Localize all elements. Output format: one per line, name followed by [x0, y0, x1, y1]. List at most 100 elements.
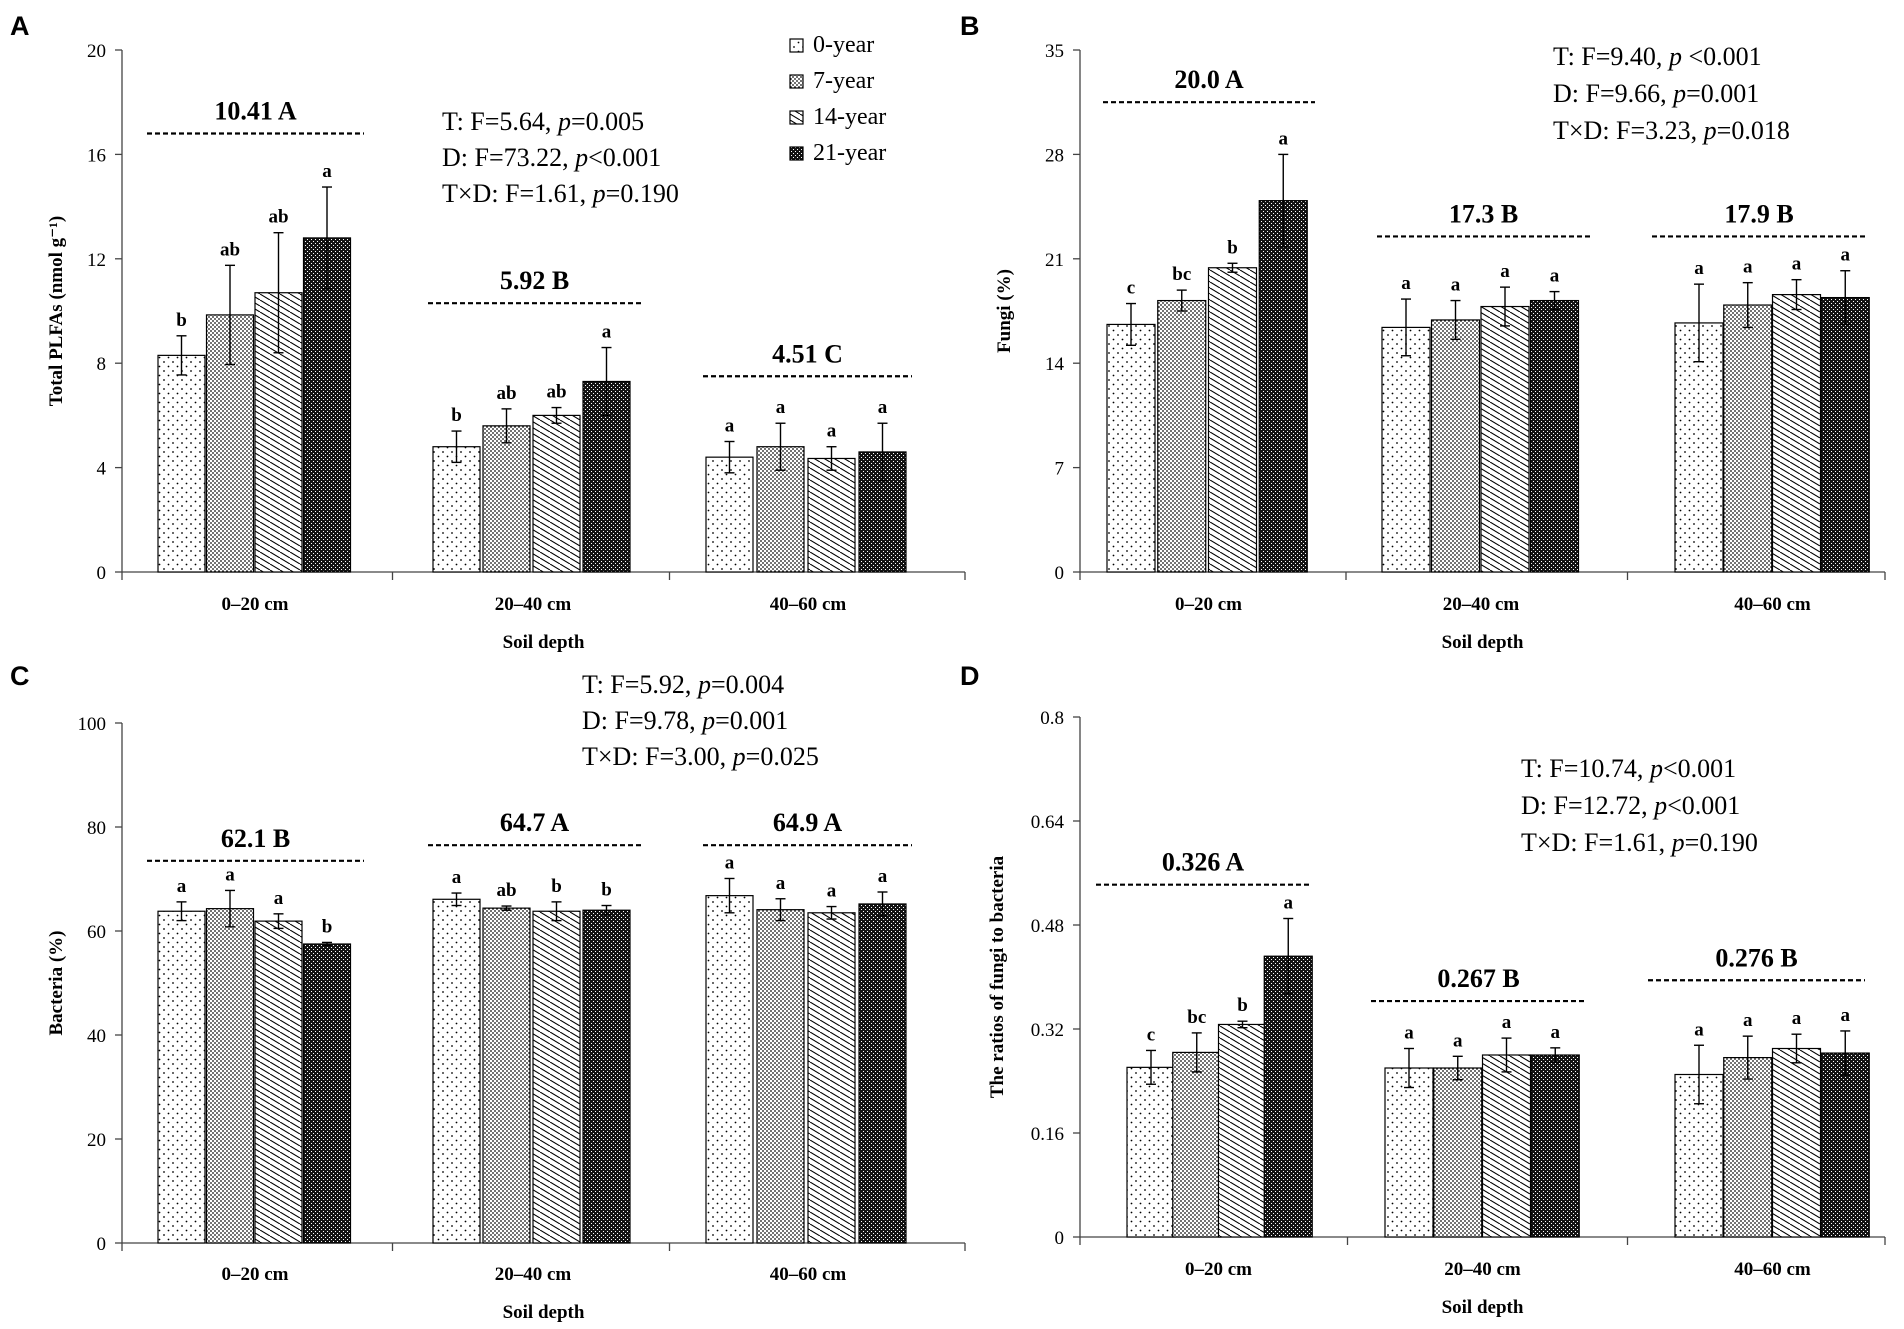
significance-letter: b: [322, 916, 333, 937]
panel-label-c: C: [10, 661, 30, 691]
anova-stat-line: D: F=73.22, p<0.001: [442, 143, 661, 172]
bar-14-year: [1217, 1023, 1268, 1238]
bar-14-year: [532, 414, 581, 573]
significance-letter: a: [1841, 1005, 1851, 1026]
bar-0-year: [1381, 326, 1431, 573]
significance-letter: a: [177, 876, 187, 897]
bar-0-year: [157, 354, 206, 573]
group-mean-label: 5.92 B: [500, 266, 569, 295]
y-tick-label: 7: [1055, 459, 1065, 480]
y-tick-label: 0: [1055, 1228, 1065, 1249]
group-mean-label: 62.1 B: [221, 824, 290, 853]
bar-14-year: [1771, 293, 1822, 573]
significance-letter: a: [322, 161, 332, 182]
x-tick-label: 0–20 cm: [1185, 1259, 1252, 1280]
significance-letter: a: [1502, 1012, 1512, 1033]
bar-21-year: [582, 909, 631, 1244]
panel-d-fungi-bacteria-ratio: 0 0.16 0.32 0.48 0.64 0.8 The ratios of fungi …: [987, 708, 1886, 1318]
bar-21-year: [1820, 1052, 1870, 1238]
y-tick-label: 0: [1055, 563, 1065, 584]
bar-7-year: [1433, 1067, 1483, 1238]
bar-21-year: [302, 943, 352, 1244]
x-tick-label: 0–20 cm: [221, 594, 288, 615]
x-tick-label: 40–60 cm: [770, 594, 847, 615]
y-tick-label: 0.32: [1031, 1020, 1064, 1041]
anova-stat-line: T×D: F=3.00, p=0.025: [582, 742, 819, 771]
y-tick-label: 0.16: [1031, 1124, 1064, 1145]
y-tick-label: 12: [87, 250, 106, 271]
legend-label-14-year: 14-year: [813, 104, 886, 130]
bar-7-year: [756, 909, 805, 1244]
bar-14-year: [807, 457, 856, 573]
bar-7-year: [205, 314, 255, 573]
legend-swatch-21-year: [789, 146, 804, 161]
y-tick-label: 60: [87, 922, 106, 943]
significance-letter: b: [601, 880, 612, 901]
bar-0-year: [432, 446, 481, 573]
significance-letter: b: [451, 405, 462, 426]
x-axis-title: Soil depth: [503, 1302, 585, 1323]
group-mean-label: 0.267 B: [1437, 964, 1519, 993]
y-tick-label: 28: [1045, 145, 1064, 166]
y-tick-label: 8: [97, 354, 107, 375]
x-axis-title: Soil depth: [1442, 1297, 1524, 1318]
panel-b-fungi: 0 7 14 21 28 35 Fungi (%) 0–20 cm 20–40 cm 40–60 …: [994, 41, 1886, 653]
significance-letter: a: [1792, 254, 1802, 275]
y-tick-label: 0.64: [1031, 812, 1065, 833]
x-tick-label: 20–40 cm: [495, 594, 572, 615]
anova-stat-line: T: F=10.74, p<0.001: [1521, 754, 1736, 783]
bar-7-year: [1157, 299, 1207, 573]
group-mean-label: 64.7 A: [500, 808, 570, 837]
significance-letter: ab: [268, 207, 288, 228]
bar-14-year: [532, 910, 581, 1244]
bar-14-year: [1481, 1054, 1532, 1238]
bar-0-year: [705, 456, 754, 573]
legend-swatch-14-year: [789, 110, 804, 125]
bar-7-year: [1172, 1051, 1222, 1238]
significance-letter: a: [1841, 245, 1851, 266]
significance-letter: a: [776, 873, 786, 894]
bar-7-year: [1430, 319, 1481, 573]
y-tick-label: 0: [97, 563, 107, 584]
significance-letter: ab: [496, 880, 516, 901]
significance-letter: a: [1792, 1008, 1802, 1029]
x-tick-label: 40–60 cm: [1734, 594, 1811, 615]
y-tick-label: 0: [97, 1234, 107, 1255]
significance-letter: c: [1127, 278, 1135, 299]
significance-letter: a: [225, 864, 235, 885]
anova-stat-line: T: F=9.40, p <0.001: [1553, 42, 1762, 71]
anova-stat-line: D: F=9.66, p=0.001: [1553, 79, 1759, 108]
y-tick-label: 20: [87, 1130, 106, 1151]
y-tick-label: 35: [1045, 41, 1064, 62]
bar-21-year: [1820, 296, 1870, 573]
significance-letter: a: [878, 866, 888, 887]
significance-letter: a: [1401, 273, 1411, 294]
significance-letter: a: [878, 397, 888, 418]
x-tick-label: 20–40 cm: [1443, 594, 1520, 615]
legend-swatch-7-year: [789, 74, 804, 89]
legend-label-7-year: 7-year: [813, 68, 874, 94]
bar-14-year: [254, 920, 303, 1244]
significance-letter: a: [274, 888, 284, 909]
significance-letter: ab: [220, 239, 240, 260]
panel-label-d: D: [960, 661, 980, 691]
bar-7-year: [1723, 304, 1773, 573]
x-axis-title: Soil depth: [1442, 632, 1524, 653]
x-tick-label: 20–40 cm: [1444, 1259, 1521, 1280]
significance-letter: a: [1694, 1019, 1704, 1040]
group-mean-label: 0.326 A: [1162, 848, 1245, 877]
x-tick-label: 0–20 cm: [1175, 594, 1242, 615]
y-axis-title: Bacteria (%): [46, 931, 67, 1036]
significance-letter: a: [602, 322, 612, 343]
bar-14-year: [1207, 267, 1258, 573]
y-tick-label: 16: [87, 145, 106, 166]
panel-label-a: A: [10, 11, 30, 41]
anova-stat-line: T×D: F=1.61, p=0.190: [1521, 828, 1758, 857]
anova-stat-line: T: F=5.92, p=0.004: [582, 670, 784, 699]
bar-21-year: [1263, 955, 1313, 1238]
y-tick-label: 80: [87, 818, 106, 839]
y-tick-label: 40: [87, 1026, 106, 1047]
x-tick-label: 20–40 cm: [495, 1264, 572, 1285]
panel-label-b: B: [960, 11, 980, 41]
bar-0-year: [705, 895, 754, 1244]
